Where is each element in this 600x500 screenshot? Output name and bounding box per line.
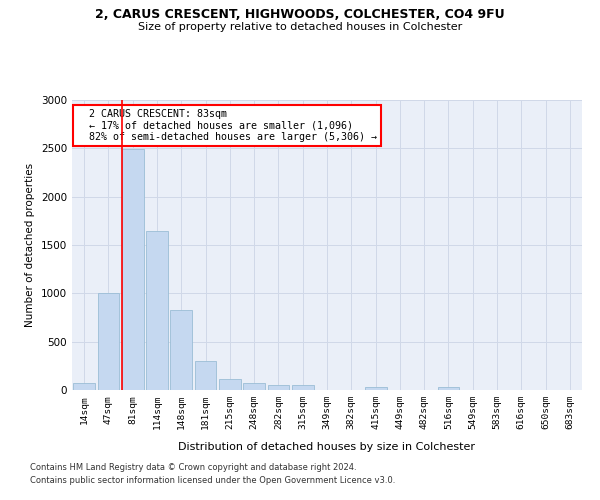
Bar bbox=[268, 384, 289, 390]
Bar bbox=[437, 387, 460, 390]
Bar bbox=[365, 386, 386, 390]
Bar bbox=[219, 379, 241, 390]
Bar bbox=[146, 230, 168, 390]
Text: Size of property relative to detached houses in Colchester: Size of property relative to detached ho… bbox=[138, 22, 462, 32]
Bar bbox=[122, 150, 143, 390]
Text: 2 CARUS CRESCENT: 83sqm
  ← 17% of detached houses are smaller (1,096)
  82% of : 2 CARUS CRESCENT: 83sqm ← 17% of detache… bbox=[77, 108, 377, 142]
Text: 2, CARUS CRESCENT, HIGHWOODS, COLCHESTER, CO4 9FU: 2, CARUS CRESCENT, HIGHWOODS, COLCHESTER… bbox=[95, 8, 505, 20]
Bar bbox=[97, 294, 119, 390]
Y-axis label: Number of detached properties: Number of detached properties bbox=[25, 163, 35, 327]
Text: Contains HM Land Registry data © Crown copyright and database right 2024.: Contains HM Land Registry data © Crown c… bbox=[30, 464, 356, 472]
Text: Contains public sector information licensed under the Open Government Licence v3: Contains public sector information licen… bbox=[30, 476, 395, 485]
Bar bbox=[292, 385, 314, 390]
Bar bbox=[243, 383, 265, 390]
Bar bbox=[194, 361, 217, 390]
Bar bbox=[170, 310, 192, 390]
Bar bbox=[73, 383, 95, 390]
Text: Distribution of detached houses by size in Colchester: Distribution of detached houses by size … bbox=[179, 442, 476, 452]
